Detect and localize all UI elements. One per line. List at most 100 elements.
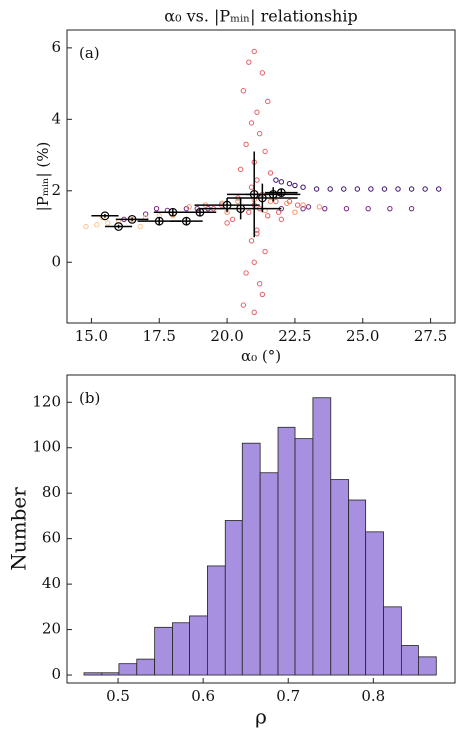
y-tick-label: 2 bbox=[51, 181, 61, 199]
y-tick-label: 120 bbox=[32, 392, 61, 410]
point bbox=[243, 141, 249, 148]
bar bbox=[348, 499, 367, 676]
point bbox=[436, 186, 442, 192]
point bbox=[94, 222, 100, 228]
bar bbox=[259, 472, 279, 676]
x-tick-label: 22.5 bbox=[278, 327, 311, 345]
point bbox=[251, 309, 257, 315]
axes-frame bbox=[66, 374, 456, 684]
point bbox=[248, 238, 255, 244]
point bbox=[186, 204, 192, 210]
point bbox=[313, 186, 320, 192]
point bbox=[243, 270, 249, 276]
point bbox=[240, 302, 247, 308]
point bbox=[268, 189, 278, 199]
x-tick-label: 0.6 bbox=[191, 687, 215, 705]
point bbox=[387, 205, 393, 212]
point bbox=[278, 179, 285, 185]
point bbox=[300, 184, 306, 190]
y-tick-label: 6 bbox=[51, 38, 61, 56]
point bbox=[251, 259, 257, 265]
point bbox=[114, 222, 123, 231]
point bbox=[327, 186, 333, 192]
point bbox=[365, 205, 371, 212]
point bbox=[408, 205, 415, 212]
x-tick-label: 0.8 bbox=[361, 687, 385, 705]
point bbox=[316, 204, 323, 210]
y-tick-label: 4 bbox=[51, 109, 61, 127]
bar bbox=[418, 656, 437, 676]
x-tick-label: 15.0 bbox=[75, 327, 108, 345]
bar bbox=[118, 663, 138, 676]
x-axis-label: ρ bbox=[255, 705, 267, 729]
point bbox=[408, 186, 415, 192]
x-tick-label: 0.7 bbox=[276, 687, 300, 705]
point bbox=[254, 109, 260, 115]
point bbox=[265, 98, 271, 105]
point bbox=[246, 59, 252, 65]
panel-label: (a) bbox=[79, 44, 100, 62]
y-tick-label: 60 bbox=[42, 529, 61, 547]
point bbox=[256, 130, 263, 137]
bar bbox=[83, 672, 103, 676]
point bbox=[83, 223, 89, 230]
bar bbox=[365, 531, 384, 676]
x-tick-label: 25.0 bbox=[346, 327, 379, 345]
point bbox=[286, 180, 293, 187]
y-tick-label: 80 bbox=[42, 483, 61, 501]
point bbox=[354, 186, 361, 192]
bar bbox=[189, 615, 208, 676]
point bbox=[248, 120, 255, 126]
y-tick-label: 0 bbox=[51, 252, 61, 270]
bar bbox=[136, 658, 156, 676]
bar bbox=[172, 622, 190, 676]
point bbox=[251, 48, 257, 55]
point bbox=[181, 216, 191, 226]
y-axis-label: Number bbox=[7, 487, 31, 571]
y-tick-label: 100 bbox=[32, 438, 61, 456]
point bbox=[262, 148, 268, 155]
point bbox=[142, 211, 149, 217]
point bbox=[246, 209, 252, 215]
point bbox=[154, 216, 164, 226]
point bbox=[265, 213, 271, 219]
point bbox=[240, 88, 247, 94]
point bbox=[305, 204, 312, 210]
point bbox=[104, 220, 111, 226]
point bbox=[343, 205, 350, 212]
point bbox=[168, 207, 178, 217]
point bbox=[248, 184, 255, 190]
y-axis-label: |Pₘᵢₙ| (%) bbox=[34, 142, 52, 212]
chart-title: α₀ vs. |Pₘᵢₙ| relationship bbox=[164, 7, 357, 26]
point bbox=[273, 177, 279, 183]
point bbox=[284, 200, 290, 206]
point bbox=[300, 205, 306, 212]
point bbox=[267, 170, 274, 176]
point bbox=[341, 186, 347, 192]
point bbox=[292, 182, 298, 189]
point bbox=[267, 198, 274, 205]
y-tick-label: 0 bbox=[51, 665, 61, 683]
bar bbox=[206, 565, 226, 676]
x-tick-label: 17.5 bbox=[143, 327, 176, 345]
point bbox=[224, 220, 230, 226]
point bbox=[153, 205, 160, 212]
point bbox=[276, 188, 286, 197]
point bbox=[100, 211, 110, 221]
y-tick-label: 40 bbox=[42, 574, 61, 592]
bar bbox=[312, 397, 332, 676]
y-tick-label: 20 bbox=[42, 620, 61, 638]
x-axis-label: α₀ (°) bbox=[241, 347, 281, 365]
bar bbox=[224, 520, 243, 676]
point bbox=[236, 204, 246, 214]
x-tick-label: 20.0 bbox=[210, 327, 243, 345]
point bbox=[256, 280, 263, 287]
point bbox=[381, 186, 388, 192]
point bbox=[273, 198, 279, 205]
bar bbox=[101, 672, 120, 676]
x-tick-label: 0.5 bbox=[106, 687, 130, 705]
point bbox=[229, 216, 236, 223]
point bbox=[275, 209, 282, 215]
point bbox=[262, 248, 268, 255]
